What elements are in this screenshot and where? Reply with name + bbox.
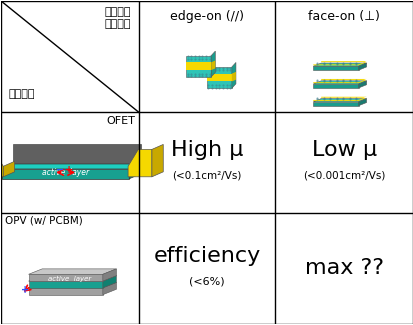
Polygon shape <box>211 60 215 70</box>
Polygon shape <box>313 79 366 83</box>
Polygon shape <box>28 269 116 274</box>
Polygon shape <box>128 150 152 177</box>
Polygon shape <box>358 98 366 106</box>
Polygon shape <box>102 282 116 295</box>
Text: OFET: OFET <box>106 116 135 125</box>
Text: 기질표면
공액배향: 기질표면 공액배향 <box>104 7 131 29</box>
Polygon shape <box>28 288 102 295</box>
Text: Low μ: Low μ <box>311 139 376 160</box>
Polygon shape <box>313 98 366 102</box>
Text: active  layer: active layer <box>48 276 91 282</box>
Polygon shape <box>313 81 366 84</box>
Polygon shape <box>206 67 231 88</box>
Polygon shape <box>358 63 366 70</box>
Polygon shape <box>0 150 3 177</box>
Polygon shape <box>152 144 163 177</box>
Polygon shape <box>206 74 231 82</box>
Text: −: − <box>56 165 64 175</box>
Polygon shape <box>313 66 358 70</box>
Polygon shape <box>211 51 215 77</box>
Polygon shape <box>2 164 140 169</box>
Polygon shape <box>231 62 235 88</box>
Polygon shape <box>313 63 366 66</box>
Text: efficiency: efficiency <box>153 246 260 266</box>
Polygon shape <box>313 84 358 88</box>
Text: +: + <box>65 165 73 175</box>
Text: 응용소자: 응용소자 <box>9 89 36 99</box>
Text: edge-on (//): edge-on (//) <box>170 10 243 23</box>
Polygon shape <box>28 274 102 281</box>
Polygon shape <box>102 276 116 288</box>
Text: max ??: max ?? <box>304 258 383 279</box>
Polygon shape <box>186 62 211 70</box>
Text: (<0.001cm²/Vs): (<0.001cm²/Vs) <box>302 170 385 180</box>
Polygon shape <box>102 269 116 281</box>
Text: (<0.1cm²/Vs): (<0.1cm²/Vs) <box>172 170 241 180</box>
Polygon shape <box>14 144 140 164</box>
Polygon shape <box>28 276 116 281</box>
Polygon shape <box>28 281 102 288</box>
Polygon shape <box>231 72 235 82</box>
Text: face-on (⊥): face-on (⊥) <box>308 10 379 23</box>
Polygon shape <box>129 164 140 179</box>
Polygon shape <box>3 161 14 177</box>
Text: OPV (w/ PCBM): OPV (w/ PCBM) <box>5 216 82 226</box>
Polygon shape <box>186 56 211 77</box>
Text: High μ: High μ <box>171 139 242 160</box>
Polygon shape <box>313 61 366 65</box>
Polygon shape <box>313 102 358 106</box>
Polygon shape <box>2 169 129 179</box>
Polygon shape <box>28 282 116 288</box>
Polygon shape <box>358 81 366 88</box>
Text: (<6%): (<6%) <box>189 277 224 286</box>
Polygon shape <box>313 97 366 101</box>
Text: +: + <box>21 285 29 295</box>
Text: active  layer: active layer <box>42 168 89 177</box>
